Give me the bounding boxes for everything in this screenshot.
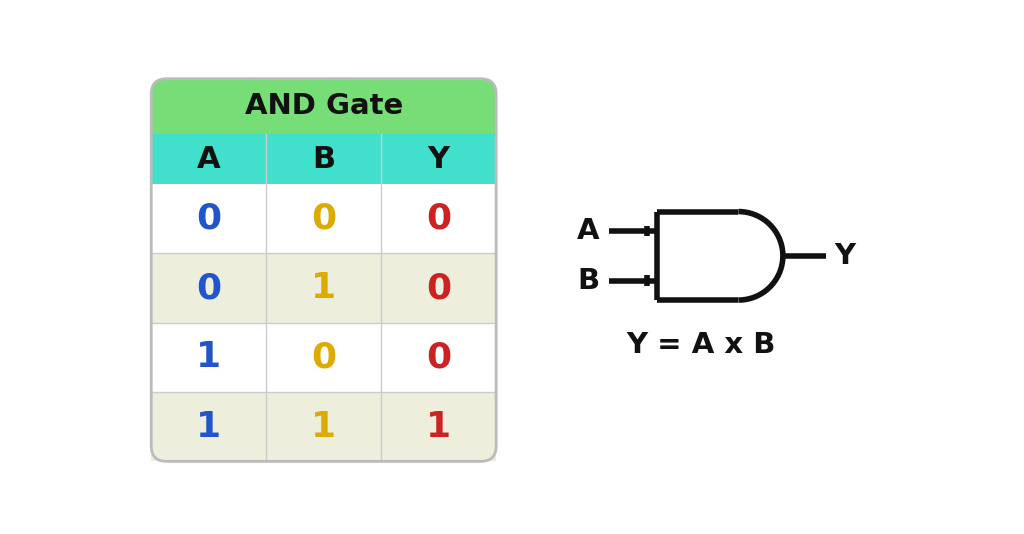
Text: 1: 1 [311,410,336,444]
Bar [152,134,496,184]
FancyBboxPatch shape [152,78,496,461]
Text: 1: 1 [197,410,221,444]
Text: A: A [197,145,220,174]
Text: AND Gate: AND Gate [245,92,402,121]
Text: A: A [578,217,600,245]
Text: 0: 0 [311,202,336,236]
Text: 0: 0 [197,271,221,305]
Bar [152,184,496,254]
Text: 1: 1 [426,410,452,444]
Text: 0: 0 [426,341,452,374]
Text: 0: 0 [426,271,452,305]
Text: B: B [312,145,335,174]
Text: 0: 0 [311,341,336,374]
Text: 0: 0 [197,202,221,236]
Bar [152,392,496,461]
Text: B: B [578,266,600,295]
Bar [152,323,496,392]
Text: Y = A x B: Y = A x B [627,331,776,359]
Text: Y: Y [428,145,450,174]
Bar [152,254,496,323]
Text: 1: 1 [197,341,221,374]
Text: 0: 0 [426,202,452,236]
Text: Y: Y [835,242,856,270]
Text: 1: 1 [311,271,336,305]
